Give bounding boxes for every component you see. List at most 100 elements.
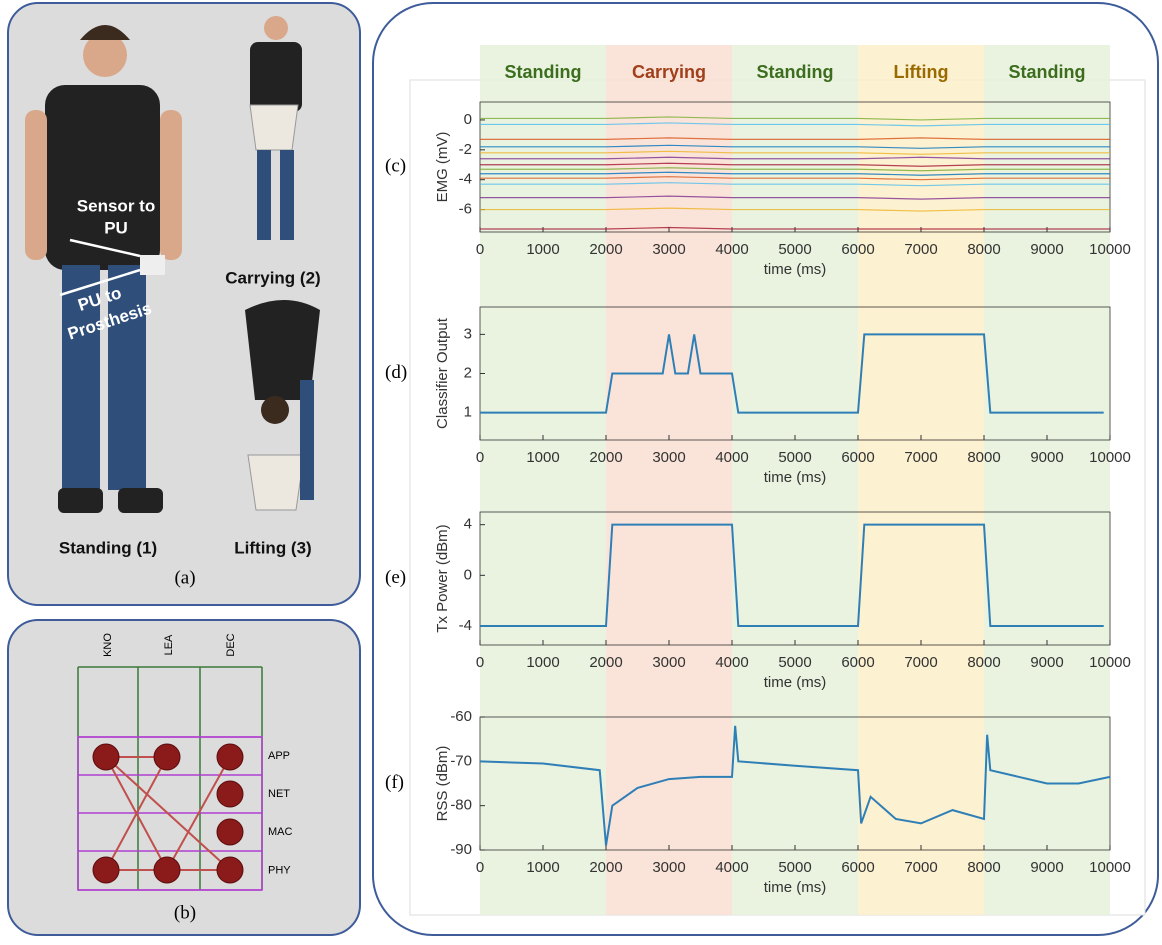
phase-label: Standing (505, 62, 582, 82)
line-series (480, 144, 1110, 149)
x-tick-label: 8000 (967, 449, 1000, 466)
phase-band (480, 45, 606, 915)
x-tick-label: 6000 (841, 241, 874, 258)
phase-label: Lifting (894, 62, 949, 82)
panel-label: (d) (385, 362, 407, 383)
edge (166, 756, 231, 871)
line-series (480, 182, 1110, 187)
x-tick-label: 4000 (715, 449, 748, 466)
x-tick-label: 10000 (1089, 241, 1131, 258)
line-series (480, 171, 1110, 176)
panel-label: (c) (385, 155, 406, 176)
x-tick-label: 0 (476, 654, 484, 671)
y-axis-label: Tx Power (dBm) (434, 524, 451, 632)
y-tick-label: -6 (459, 201, 472, 218)
x-tick-label: 3000 (652, 449, 685, 466)
x-tick-label: 9000 (1030, 241, 1063, 258)
node (216, 856, 244, 884)
photo-label: Standing (1) (59, 538, 157, 557)
y-tick-label: 2 (464, 364, 472, 381)
x-tick-label: 10000 (1089, 859, 1131, 876)
line-series (480, 167, 1110, 172)
phase-band (984, 45, 1110, 915)
x-tick-label: 5000 (778, 241, 811, 258)
line-series (480, 523, 1104, 627)
photo-label: Carrying (2) (225, 268, 320, 287)
photo-label: Lifting (3) (234, 538, 311, 557)
y-tick-label: -60 (450, 708, 472, 725)
x-tick-label: 7000 (904, 449, 937, 466)
y-tick-label: 1 (464, 404, 472, 421)
node (216, 780, 244, 808)
x-tick-label: 3000 (652, 241, 685, 258)
x-tick-label: 1000 (526, 449, 559, 466)
person-lifting (245, 300, 320, 511)
node (92, 743, 120, 771)
x-tick-label: 3000 (652, 859, 685, 876)
x-tick-label: 8000 (967, 241, 1000, 258)
node (216, 818, 244, 846)
edge (105, 756, 168, 871)
x-tick-label: 10000 (1089, 449, 1131, 466)
arrow (69, 238, 141, 258)
y-axis-label: EMG (mV) (434, 132, 451, 203)
line-series (480, 195, 1110, 200)
x-tick-label: 5000 (778, 859, 811, 876)
arrow (59, 268, 141, 297)
x-tick-label: 4000 (715, 241, 748, 258)
y-tick-label: 4 (464, 516, 472, 533)
x-tick-label: 7000 (904, 241, 937, 258)
person-standing (25, 25, 182, 513)
row-label: MAC (268, 826, 293, 838)
line-series (480, 116, 1110, 121)
column-label: DEC (225, 633, 237, 656)
annotation: Sensor to (77, 196, 155, 215)
line-series (480, 333, 1104, 414)
x-tick-label: 6000 (841, 654, 874, 671)
line-series (480, 122, 1110, 127)
x-tick-label: 8000 (967, 859, 1000, 876)
line-series (480, 156, 1110, 160)
x-tick-label: 1000 (526, 654, 559, 671)
x-tick-label: 9000 (1030, 654, 1063, 671)
x-tick-label: 2000 (589, 654, 622, 671)
x-tick-label: 7000 (904, 859, 937, 876)
x-tick-label: 2000 (589, 449, 622, 466)
x-tick-label: 5000 (778, 654, 811, 671)
x-tick-label: 4000 (715, 654, 748, 671)
x-tick-label: 8000 (967, 654, 1000, 671)
x-tick-label: 2000 (589, 859, 622, 876)
x-axis-label: time (ms) (764, 879, 827, 896)
grid-frame (77, 736, 263, 891)
x-tick-label: 2000 (589, 241, 622, 258)
y-tick-label: -2 (459, 141, 472, 158)
layer-grid: KNO LEA DEC APP NET MAC PHY (77, 633, 293, 891)
y-tick-label: -80 (450, 797, 472, 814)
y-tick-label: -70 (450, 752, 472, 769)
x-tick-label: 0 (476, 449, 484, 466)
panel-label: (a) (174, 567, 195, 588)
phase-band (858, 45, 984, 915)
line-series (480, 176, 1110, 181)
x-axis-label: time (ms) (764, 674, 827, 691)
y-tick-label: 0 (464, 566, 472, 583)
phase-band (606, 45, 732, 915)
panel-label: (f) (385, 772, 404, 793)
line-series (480, 162, 1110, 167)
node (216, 743, 244, 771)
x-tick-label: 10000 (1089, 654, 1131, 671)
x-tick-label: 6000 (841, 449, 874, 466)
column-label: LEA (163, 634, 175, 655)
panel-b (7, 619, 361, 936)
person-carrying (249, 16, 302, 240)
annotation: PU (104, 218, 128, 237)
x-tick-label: 1000 (526, 241, 559, 258)
x-tick-label: 1000 (526, 859, 559, 876)
x-tick-label: 0 (476, 859, 484, 876)
row-label: PHY (268, 864, 291, 876)
y-tick-label: 3 (464, 325, 472, 342)
x-tick-label: 0 (476, 241, 484, 258)
phase-label: Standing (1009, 62, 1086, 82)
x-axis-label: time (ms) (764, 469, 827, 486)
